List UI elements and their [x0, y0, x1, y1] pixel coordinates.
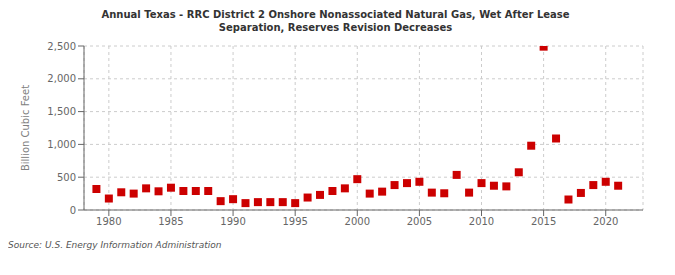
- svg-text:2,000: 2,000: [47, 73, 76, 84]
- svg-text:1990: 1990: [220, 216, 245, 227]
- svg-text:0: 0: [70, 205, 76, 216]
- svg-text:Billion Cubic Feet: Billion Cubic Feet: [20, 85, 31, 171]
- html-text:Separation, Reserves Revision: Separation, Reserves Revision Decreases: [218, 22, 453, 33]
- svg-text:2010: 2010: [469, 216, 494, 227]
- html-text:Source: U.S. Energy Informatio: Source: U.S. Energy Information Administ…: [8, 240, 222, 250]
- svg-text:1,500: 1,500: [47, 106, 76, 117]
- svg-text:2020: 2020: [593, 216, 618, 227]
- svg-text:1995: 1995: [282, 216, 307, 227]
- svg-text:1985: 1985: [158, 216, 183, 227]
- html-text:Annual Texas - RRC District 2: Annual Texas - RRC District 2 Onshore No…: [101, 9, 570, 20]
- svg-text:2005: 2005: [407, 216, 432, 227]
- svg-text:2000: 2000: [345, 216, 370, 227]
- svg-text:2015: 2015: [531, 216, 556, 227]
- svg-text:1,000: 1,000: [47, 139, 76, 150]
- svg-text:500: 500: [57, 172, 76, 183]
- svg-text:1980: 1980: [96, 216, 121, 227]
- svg-text:2,500: 2,500: [47, 41, 76, 52]
